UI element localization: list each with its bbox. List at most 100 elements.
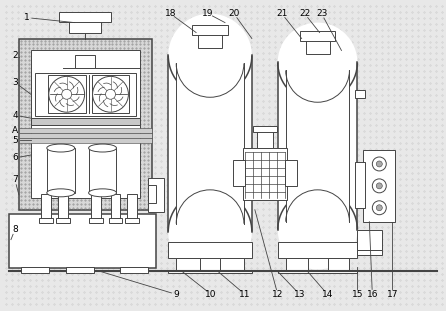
Bar	[233, 160, 245, 186]
Bar	[89, 148, 116, 193]
Text: 23: 23	[316, 9, 327, 18]
Ellipse shape	[168, 190, 252, 273]
Bar	[19, 128, 153, 133]
Bar	[286, 70, 349, 222]
Ellipse shape	[176, 30, 244, 97]
Circle shape	[376, 183, 382, 189]
Bar	[257, 130, 273, 148]
Bar	[355, 162, 365, 208]
Text: 12: 12	[272, 290, 284, 299]
Text: 13: 13	[294, 290, 306, 299]
Bar	[176, 63, 244, 224]
Bar	[69, 19, 100, 33]
Bar	[91, 194, 100, 219]
Bar	[91, 75, 129, 113]
Bar	[220, 258, 244, 272]
Bar	[66, 267, 94, 273]
Text: 1: 1	[24, 13, 30, 22]
Bar	[355, 90, 365, 98]
Circle shape	[49, 77, 85, 112]
Text: 4: 4	[12, 111, 18, 120]
Bar	[74, 55, 95, 68]
Bar	[286, 258, 308, 272]
Ellipse shape	[278, 190, 357, 270]
Text: A: A	[12, 126, 18, 135]
Ellipse shape	[286, 39, 349, 102]
Circle shape	[376, 161, 382, 167]
Text: 2: 2	[12, 51, 18, 60]
Bar	[363, 150, 395, 222]
Bar	[58, 194, 68, 219]
Text: 11: 11	[239, 290, 251, 299]
Bar	[59, 12, 111, 21]
Bar	[357, 230, 382, 250]
Bar	[125, 218, 140, 223]
Text: 8: 8	[12, 225, 18, 234]
Text: 20: 20	[228, 9, 240, 18]
Text: 5: 5	[12, 136, 18, 145]
Text: 3: 3	[12, 78, 18, 87]
Bar	[19, 138, 153, 143]
Bar	[278, 242, 357, 258]
Bar	[357, 250, 382, 255]
Ellipse shape	[89, 189, 116, 197]
Text: 14: 14	[322, 290, 333, 299]
Bar	[120, 267, 149, 273]
Text: 21: 21	[276, 9, 287, 18]
Bar	[47, 148, 74, 193]
Ellipse shape	[89, 144, 116, 152]
Bar	[198, 33, 222, 49]
Circle shape	[106, 89, 116, 99]
Bar	[253, 126, 277, 132]
Bar	[41, 194, 51, 219]
Circle shape	[372, 157, 386, 171]
Bar	[306, 39, 330, 54]
Bar	[111, 194, 120, 219]
Bar	[192, 25, 228, 35]
Text: 19: 19	[202, 9, 214, 18]
Bar	[327, 258, 349, 272]
Text: 10: 10	[205, 290, 217, 299]
Circle shape	[93, 77, 128, 112]
Bar	[48, 75, 86, 113]
Bar	[56, 218, 70, 223]
Circle shape	[376, 205, 382, 211]
Bar	[9, 214, 156, 268]
Bar	[300, 30, 335, 40]
Circle shape	[372, 179, 386, 193]
Circle shape	[372, 201, 386, 215]
Ellipse shape	[168, 14, 252, 97]
Bar	[108, 218, 123, 223]
Bar	[89, 218, 103, 223]
Text: 6: 6	[12, 154, 18, 162]
Bar	[176, 258, 200, 272]
Bar	[19, 39, 153, 210]
Bar	[31, 118, 140, 125]
Text: 9: 9	[173, 290, 179, 299]
Bar	[285, 160, 297, 186]
Ellipse shape	[278, 23, 357, 102]
Bar	[128, 194, 137, 219]
Bar	[168, 55, 252, 232]
Bar	[31, 50, 140, 198]
Bar	[168, 271, 252, 273]
Text: 15: 15	[351, 290, 363, 299]
Bar	[35, 73, 136, 116]
Bar	[149, 185, 156, 203]
Ellipse shape	[286, 190, 349, 253]
Bar	[278, 63, 357, 230]
Text: 7: 7	[12, 175, 18, 184]
Bar	[39, 218, 53, 223]
Circle shape	[62, 89, 72, 99]
Ellipse shape	[176, 190, 244, 258]
Bar	[149, 178, 164, 212]
Bar	[243, 148, 287, 200]
Bar	[278, 271, 357, 273]
Text: 22: 22	[299, 9, 310, 18]
Bar	[19, 133, 153, 138]
Text: 18: 18	[165, 9, 176, 18]
Text: 16: 16	[367, 290, 378, 299]
Ellipse shape	[47, 189, 74, 197]
Bar	[168, 242, 252, 258]
Text: 17: 17	[387, 290, 398, 299]
